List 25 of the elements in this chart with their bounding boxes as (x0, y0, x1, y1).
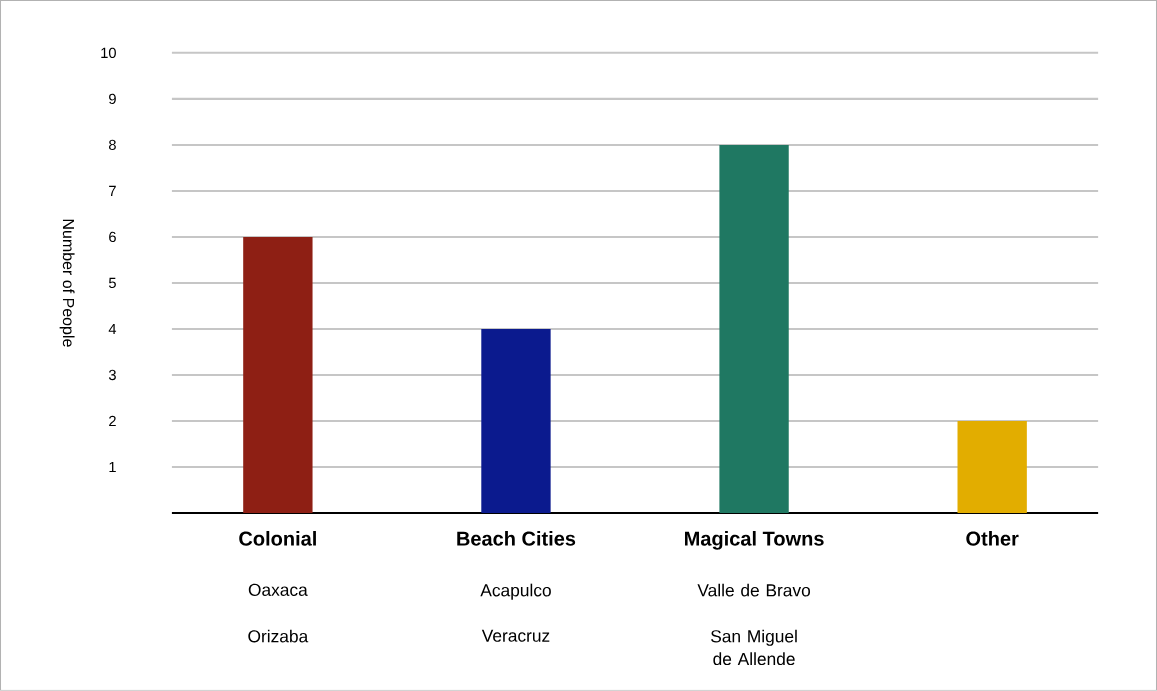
y-tick-label: 1 (109, 461, 116, 473)
y-tick-label: 5 (108, 277, 116, 289)
text: Valle de Bravo (697, 583, 811, 597)
y-tick-label: 6 (109, 231, 116, 243)
bar (957, 421, 1027, 514)
y-tick-label: 2 (109, 415, 116, 427)
x-tick-label: Colonial (239, 531, 316, 546)
text: Acapulco (480, 583, 551, 600)
y-tick-label: 10 (101, 47, 116, 59)
bar (481, 328, 551, 514)
y-tick-label: 3 (108, 369, 116, 381)
x-tick-label: Magical Towns (685, 531, 824, 550)
x-tick-label: Other (966, 531, 1019, 546)
text: San Miguel de Allende (711, 629, 797, 666)
bar (243, 236, 313, 514)
y-tick-label: 7 (109, 185, 116, 197)
y-tick-label: 9 (109, 93, 116, 105)
text: Veracruz (481, 629, 550, 642)
y-tick-label: 4 (108, 323, 117, 335)
y-tick-label: 8 (108, 139, 116, 151)
x-tick-label: Beach Cities (457, 531, 576, 546)
text: Orizaba (248, 629, 309, 643)
text: Oaxaca (248, 583, 308, 597)
y-axis-title: Number of People (59, 219, 75, 347)
bar (719, 144, 789, 514)
